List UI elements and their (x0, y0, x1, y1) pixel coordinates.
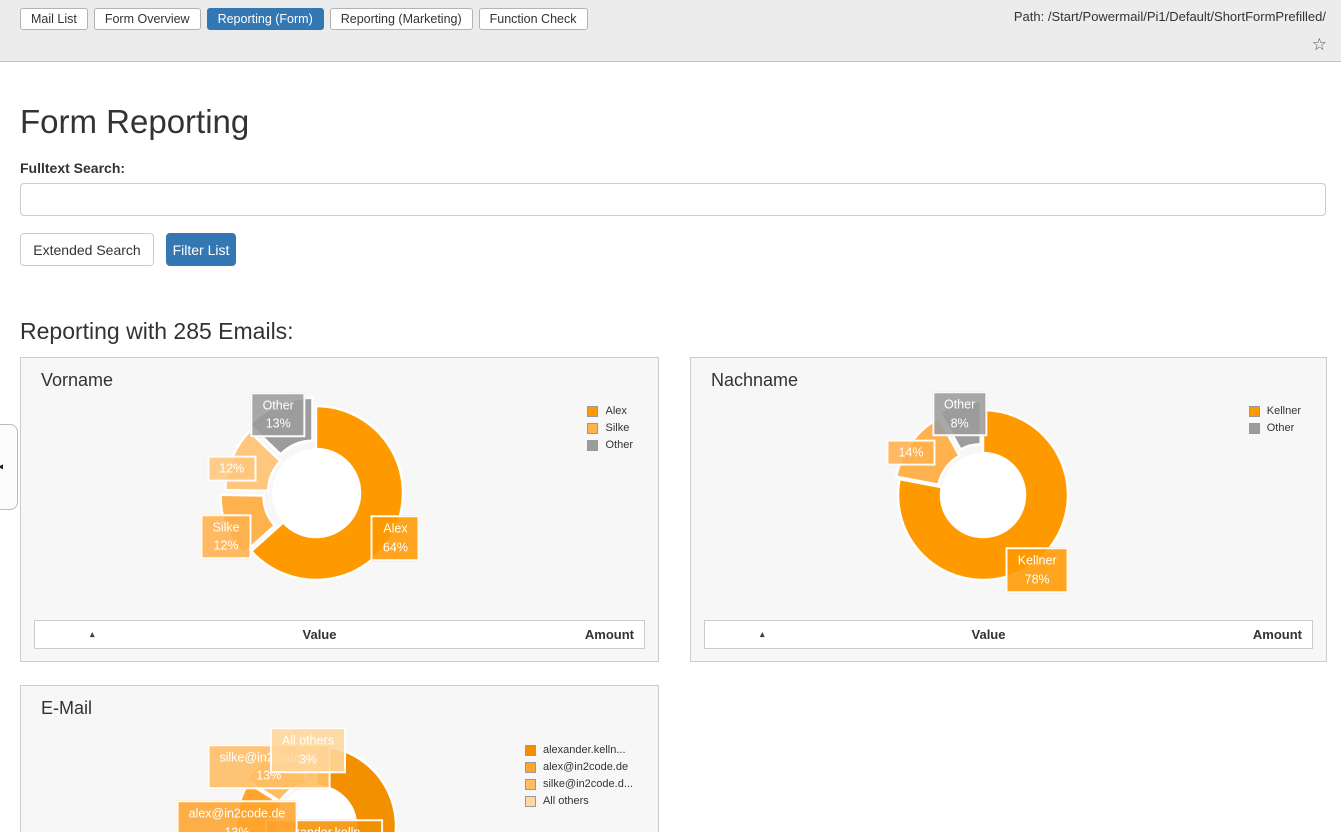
legend-label: Silke (605, 422, 630, 434)
legend-label: Alex (605, 405, 627, 417)
tab-function-check[interactable]: Function Check (478, 8, 588, 30)
legend-swatch-icon (587, 422, 599, 434)
legend-label: All others (542, 795, 589, 807)
slice-label: Other 13% (250, 391, 306, 438)
legend-item: alexander.kelln... (524, 744, 633, 756)
results-table-header: ▴ Value Amount (34, 620, 645, 649)
legend-swatch-icon (1248, 405, 1260, 417)
legend-item: Silke (587, 422, 633, 434)
legend-label: alexander.kelln... (542, 744, 626, 756)
panel-title: Nachname (711, 370, 799, 390)
donut-hole (941, 453, 1025, 537)
panel-vorname: Vorname Alex 64% Silke 12% 12% Other 13% Alex Sil… (20, 357, 659, 662)
slice-label: Alex 64% (370, 515, 420, 562)
extended-search-button[interactable]: Extended Search (20, 233, 154, 266)
results-table-header: ▴ Value Amount (704, 620, 1313, 649)
panel-e-mail: E-Mailalexander.kelln...71%alex@in2code.… (20, 685, 659, 832)
legend-item: All others (524, 795, 633, 807)
tab-mail-list[interactable]: Mail List (20, 8, 88, 30)
pie-slice-kellner[interactable] (896, 408, 1070, 582)
chart-legend: Kellner Other (1248, 405, 1301, 439)
panel-title: E-Mail (41, 698, 93, 718)
donut-hole (272, 449, 360, 537)
tab-form-overview[interactable]: Form Overview (93, 8, 201, 30)
search-input[interactable] (20, 183, 1326, 216)
legend-label: Kellner (1266, 405, 1301, 417)
tab-reporting-form[interactable]: Reporting (Form) (206, 8, 324, 30)
legend-label: Other (605, 439, 633, 451)
reporting-section-title: Reporting with 285 Emails: (20, 318, 294, 344)
sidebar-collapse-handle[interactable]: ◂ (0, 424, 18, 510)
page-path: Path: /Start/Powermail/Pi1/Default/Short… (1013, 9, 1326, 24)
chart-legend: alexander.kelln... alex@in2code.de silke@i… (524, 744, 633, 812)
page-title: Form Reporting (20, 103, 250, 140)
slice-label: 12% (207, 455, 257, 482)
slice-label: Other 8% (931, 391, 988, 437)
legend-swatch-icon (587, 405, 599, 417)
donut-chart (219, 396, 405, 582)
legend-item: Alex (587, 405, 633, 417)
legend-swatch-icon (587, 439, 599, 451)
legend-swatch-icon (524, 744, 536, 756)
fulltext-search-label: Fulltext Search: (20, 160, 126, 176)
legend-item: Kellner (1248, 405, 1301, 417)
slice-label: 14% (886, 439, 936, 467)
legend-swatch-icon (524, 761, 536, 773)
legend-item: silke@in2code.d... (524, 778, 633, 790)
legend-item: Other (587, 439, 633, 451)
sort-ascending-icon[interactable]: ▴ (760, 629, 765, 639)
pie-slice-alex[interactable] (249, 404, 405, 582)
legend-item: alex@in2code.de (524, 761, 633, 773)
value-column-header[interactable]: Value (302, 627, 337, 642)
legend-swatch-icon (524, 795, 536, 807)
amount-column-header[interactable]: Amount (1252, 627, 1302, 642)
legend-swatch-icon (1248, 422, 1260, 434)
slice-label: Kellner 78% (1005, 547, 1069, 594)
amount-column-header[interactable]: Amount (584, 627, 634, 642)
sort-ascending-icon[interactable]: ▴ (90, 629, 95, 639)
legend-item: Other (1248, 422, 1301, 434)
panel-nachname: Nachname Kellner 78% 14% Other 8% Kellner Other… (690, 357, 1327, 662)
legend-swatch-icon (524, 778, 536, 790)
bookmark-star-icon[interactable]: ☆ (1311, 35, 1327, 54)
module-docheader: Mail List Form Overview Reporting (Form) Re… (0, 0, 1341, 62)
chart-legend: Alex Silke Other (587, 405, 633, 456)
filter-list-button[interactable]: Filter List (166, 233, 236, 266)
slice-label: Silke 12% (200, 513, 252, 560)
slice-label: All others 3% (269, 727, 346, 774)
toolbar-tabs: Mail List Form Overview Reporting (Form) Re… (20, 8, 588, 30)
legend-label: Other (1266, 422, 1295, 434)
panel-title: Vorname (41, 370, 114, 390)
legend-label: silke@in2code.d... (542, 778, 633, 790)
value-column-header[interactable]: Value (971, 627, 1006, 642)
chevron-left-icon: ◂ (0, 461, 4, 473)
tab-reporting-marketing[interactable]: Reporting (Marketing) (329, 8, 473, 30)
donut-chart (895, 400, 1070, 582)
legend-label: alex@in2code.de (542, 761, 629, 773)
